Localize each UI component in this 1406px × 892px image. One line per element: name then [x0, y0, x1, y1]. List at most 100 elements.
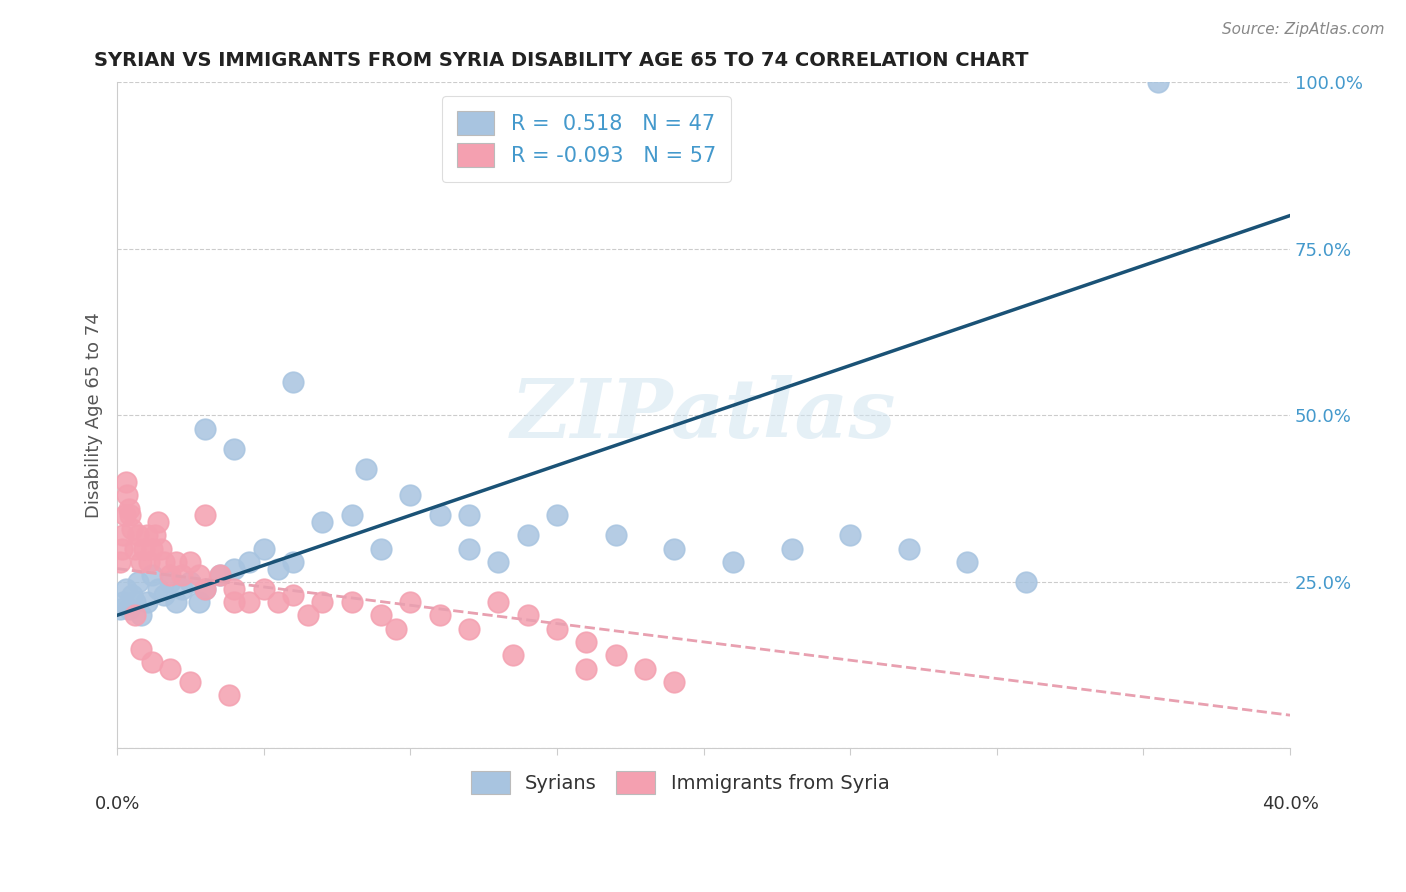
Point: [575, 661, 598, 675]
Point: [340, 595, 363, 609]
Point: [238, 595, 260, 609]
Text: Source: ZipAtlas.com: Source: ZipAtlas.com: [1222, 22, 1385, 37]
Point: [311, 515, 333, 529]
Point: [110, 541, 132, 556]
Point: [458, 541, 481, 556]
Point: [281, 555, 304, 569]
Point: [127, 574, 149, 589]
Point: [634, 661, 657, 675]
Point: [267, 595, 290, 609]
Point: [780, 541, 803, 556]
Point: [129, 555, 152, 569]
Point: [297, 608, 319, 623]
Point: [516, 528, 538, 542]
Point: [1147, 75, 1170, 89]
Point: [118, 601, 141, 615]
Y-axis label: Disability Age 65 to 74: Disability Age 65 to 74: [86, 312, 103, 518]
Point: [605, 648, 627, 663]
Point: [1015, 574, 1038, 589]
Point: [179, 674, 201, 689]
Point: [502, 648, 524, 663]
Point: [115, 582, 138, 596]
Point: [429, 608, 451, 623]
Point: [194, 582, 217, 596]
Point: [170, 582, 193, 596]
Point: [112, 528, 135, 542]
Point: [148, 515, 170, 529]
Point: [124, 541, 146, 556]
Point: [253, 541, 276, 556]
Point: [117, 488, 139, 502]
Point: [148, 582, 170, 596]
Point: [956, 555, 979, 569]
Point: [721, 555, 744, 569]
Point: [138, 555, 160, 569]
Point: [370, 541, 392, 556]
Point: [127, 528, 149, 542]
Point: [118, 501, 141, 516]
Point: [486, 555, 509, 569]
Point: [165, 555, 187, 569]
Point: [108, 601, 131, 615]
Point: [429, 508, 451, 523]
Point: [399, 595, 422, 609]
Point: [108, 555, 131, 569]
Point: [141, 568, 163, 582]
Point: [179, 574, 201, 589]
Point: [340, 508, 363, 523]
Point: [114, 508, 136, 523]
Point: [253, 582, 276, 596]
Point: [194, 422, 217, 436]
Point: [224, 561, 246, 575]
Point: [112, 595, 135, 609]
Point: [132, 541, 155, 556]
Point: [143, 528, 166, 542]
Point: [121, 588, 143, 602]
Point: [120, 508, 142, 523]
Point: [224, 582, 246, 596]
Point: [486, 595, 509, 609]
Point: [115, 475, 138, 489]
Point: [546, 508, 568, 523]
Point: [281, 375, 304, 389]
Point: [135, 528, 157, 542]
Point: [159, 661, 181, 675]
Point: [153, 588, 176, 602]
Point: [135, 595, 157, 609]
Point: [281, 588, 304, 602]
Point: [897, 541, 920, 556]
Point: [218, 688, 240, 702]
Point: [159, 568, 181, 582]
Point: [605, 528, 627, 542]
Point: [208, 568, 231, 582]
Text: 40.0%: 40.0%: [1261, 795, 1319, 814]
Point: [165, 595, 187, 609]
Point: [208, 568, 231, 582]
Point: [399, 488, 422, 502]
Point: [238, 555, 260, 569]
Legend: Syrians, Immigrants from Syria: Syrians, Immigrants from Syria: [460, 760, 901, 805]
Point: [188, 595, 211, 609]
Point: [458, 622, 481, 636]
Point: [311, 595, 333, 609]
Point: [188, 568, 211, 582]
Point: [839, 528, 862, 542]
Point: [664, 674, 686, 689]
Point: [370, 608, 392, 623]
Point: [124, 608, 146, 623]
Point: [224, 442, 246, 456]
Point: [516, 608, 538, 623]
Point: [129, 641, 152, 656]
Point: [150, 541, 173, 556]
Point: [546, 622, 568, 636]
Point: [664, 541, 686, 556]
Point: [194, 508, 217, 523]
Point: [170, 568, 193, 582]
Point: [141, 655, 163, 669]
Point: [124, 595, 146, 609]
Point: [575, 635, 598, 649]
Point: [141, 541, 163, 556]
Point: [384, 622, 406, 636]
Point: [121, 522, 143, 536]
Text: 0.0%: 0.0%: [94, 795, 139, 814]
